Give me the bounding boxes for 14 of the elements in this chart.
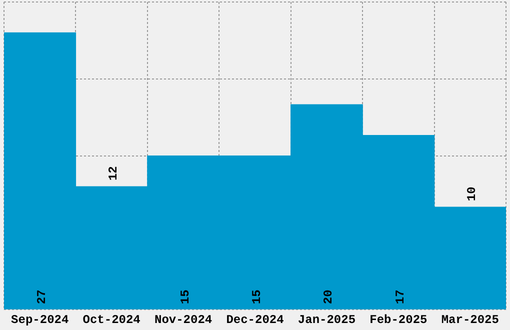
data-label: 15 xyxy=(250,290,264,304)
data-label: 12 xyxy=(106,166,121,181)
x-tick-label: Dec-2024 xyxy=(226,312,284,327)
data-label: 27 xyxy=(34,290,49,304)
x-tick-label: Nov-2024 xyxy=(154,312,212,327)
x-tick-label: Oct-2024 xyxy=(82,312,140,327)
data-label: 20 xyxy=(322,290,336,304)
x-tick-label: Feb-2025 xyxy=(370,312,428,327)
data-label: 17 xyxy=(393,290,408,304)
x-tick-label: Mar-2025 xyxy=(441,312,499,327)
data-label: 15 xyxy=(178,290,192,304)
data-label: 10 xyxy=(465,186,480,202)
x-tick-label: Sep-2024 xyxy=(11,312,69,327)
x-tick-label: Jan-2025 xyxy=(298,312,356,327)
